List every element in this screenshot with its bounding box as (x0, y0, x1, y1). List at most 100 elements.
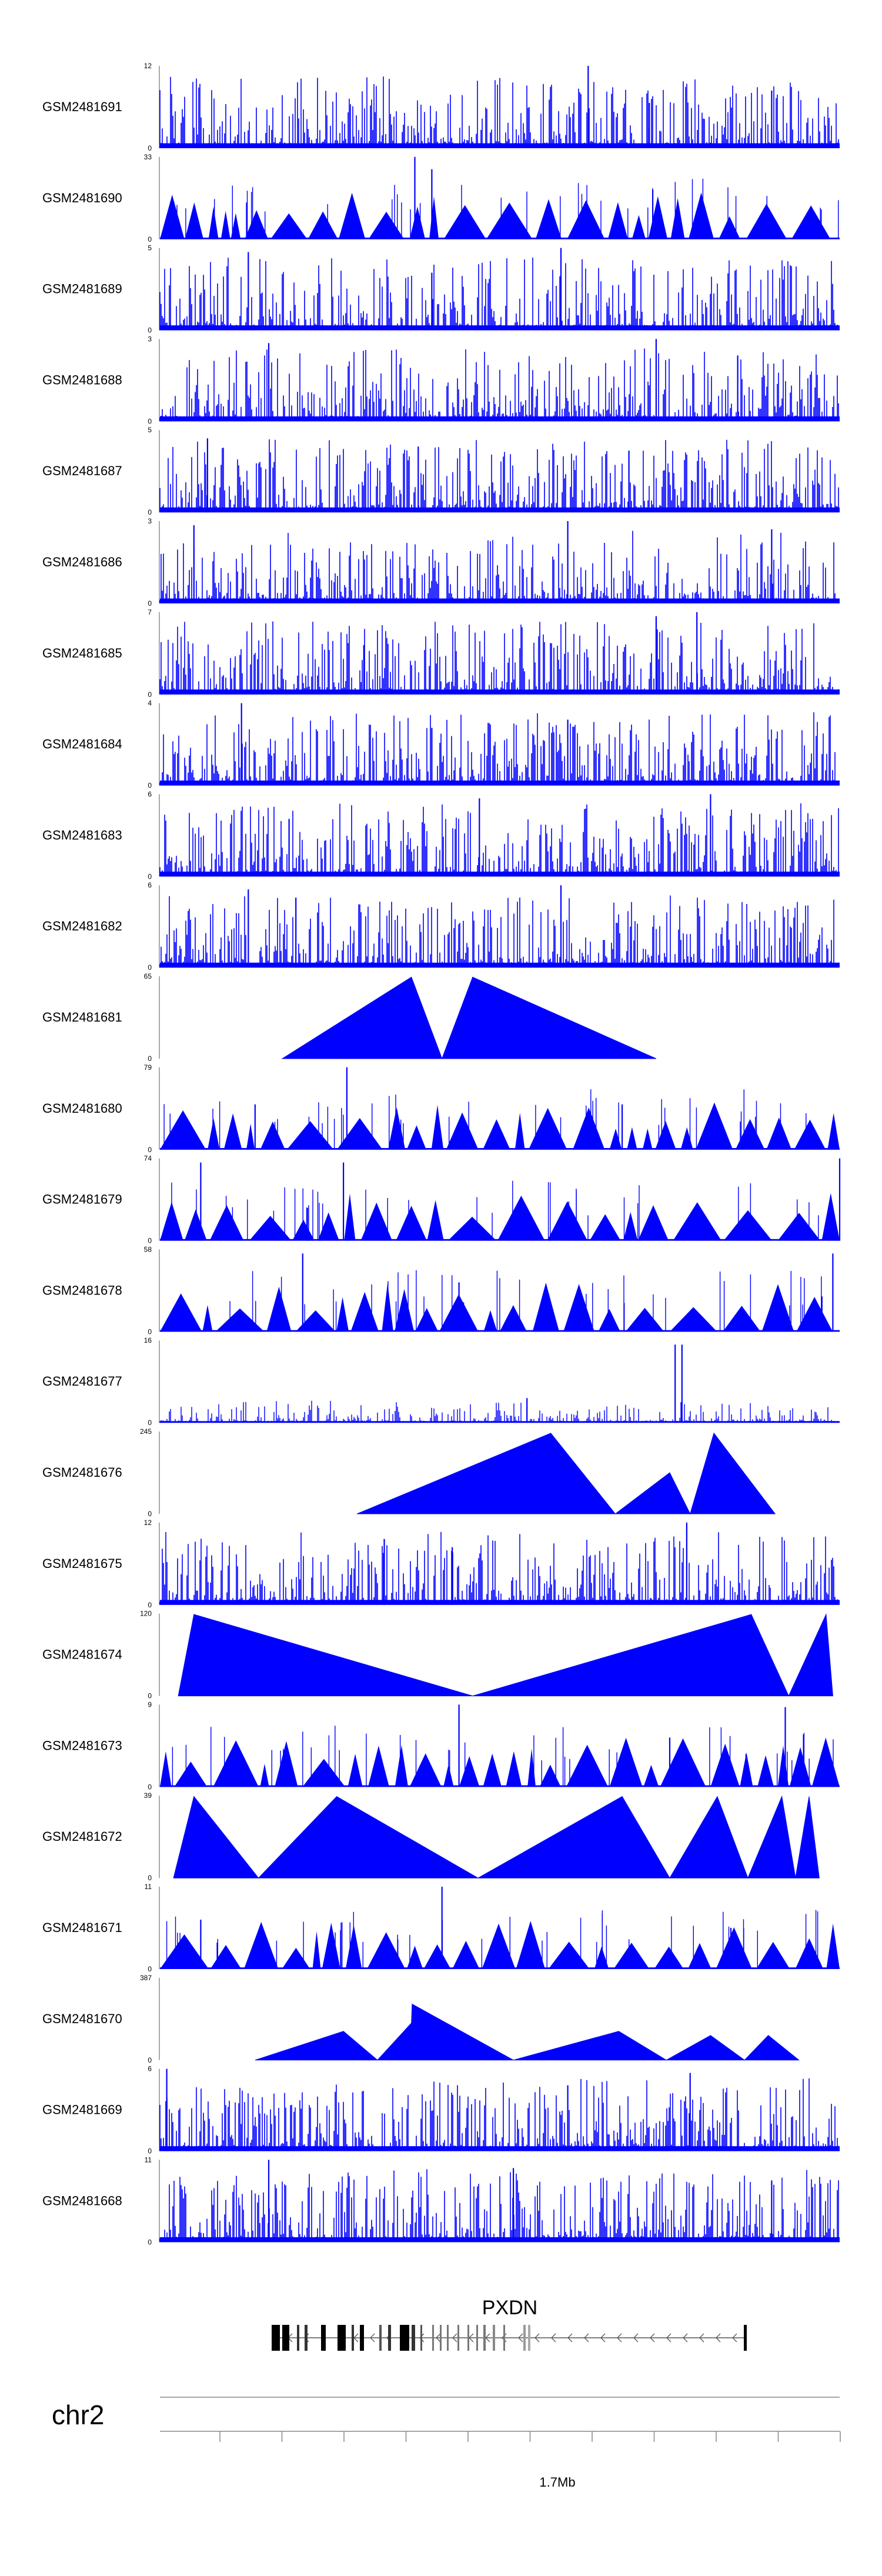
track-label: GSM2481689 (42, 282, 122, 296)
coverage-area (281, 976, 657, 1060)
gene-exon (528, 2325, 530, 2351)
strand-chevron (436, 2333, 441, 2343)
y-min-label: 0 (148, 1601, 152, 1609)
y-max-label: 12 (144, 62, 152, 70)
gene-exon (476, 2325, 478, 2351)
coverage-bars (159, 530, 839, 603)
track-label: GSM2481688 (42, 372, 122, 387)
track-GSM2481687: GSM2481687 5 0 (42, 426, 840, 516)
track-GSM2481676: GSM2481676 245 0 (42, 1427, 776, 1518)
gene-exon (457, 2325, 459, 2351)
gene-exon (338, 2325, 346, 2351)
coverage-spikes (229, 1270, 823, 1332)
y-min-label: 0 (148, 1692, 152, 1700)
y-min-label: 0 (148, 1237, 152, 1245)
coverage-triangles (160, 1737, 840, 1787)
track-GSM2481669: GSM2481669 6 0 (42, 2065, 840, 2155)
track-GSM2481688: GSM2481688 3 0 (42, 335, 840, 425)
track-GSM2481670: GSM2481670 387 0 (42, 1974, 800, 2064)
track-GSM2481684: GSM2481684 4 0 (42, 699, 840, 790)
strand-chevron (534, 2333, 540, 2343)
coverage-spikes (172, 1726, 834, 1787)
y-min-label: 0 (148, 2056, 152, 2064)
track-label: GSM2481669 (42, 2103, 122, 2117)
gene-exon (272, 2325, 280, 2351)
y-min-label: 0 (148, 599, 152, 608)
coverage-spikes (176, 178, 839, 239)
y-max-label: 5 (148, 426, 152, 434)
y-max-label: 16 (144, 1336, 152, 1344)
track-GSM2481673: GSM2481673 9 0 (42, 1700, 840, 1791)
coverage-bars (159, 348, 839, 422)
gene-model (272, 2325, 747, 2351)
track-GSM2481675: GSM2481675 12 0 (42, 1519, 840, 1609)
gene-exon (447, 2325, 449, 2351)
chromosome-label: chr2 (52, 2400, 104, 2430)
coverage-area (255, 2003, 800, 2061)
y-min-label: 0 (148, 1146, 152, 1154)
y-min-label: 0 (148, 1874, 152, 1882)
y-min-label: 0 (148, 1965, 152, 1973)
strand-chevron (732, 2333, 737, 2343)
y-max-label: 6 (148, 790, 152, 798)
y-min-label: 0 (148, 2147, 152, 2155)
track-label: GSM2481677 (42, 1374, 122, 1389)
y-max-label: 33 (144, 153, 152, 161)
track-label: GSM2481683 (42, 827, 122, 842)
gene-exon (282, 2325, 289, 2351)
y-max-label: 6 (148, 881, 152, 889)
track-GSM2481689: GSM2481689 5 0 (42, 244, 840, 335)
track-label: GSM2481668 (42, 2193, 122, 2208)
coverage-spikes (171, 1180, 819, 1241)
gene-exon (493, 2325, 495, 2351)
strand-chevron (666, 2333, 671, 2343)
gene-exon (360, 2325, 364, 2351)
strand-chevron (419, 2333, 425, 2343)
strand-chevron (683, 2333, 688, 2343)
coverage-bars (159, 439, 839, 513)
gene-exon (321, 2325, 326, 2351)
y-max-label: 11 (145, 1883, 152, 1891)
strand-chevron (370, 2333, 375, 2343)
y-min-label: 0 (148, 872, 152, 880)
y-max-label: 3 (148, 517, 152, 525)
track-label: GSM2481684 (42, 737, 122, 752)
strand-chevron (518, 2333, 523, 2343)
track-label: GSM2481675 (42, 1556, 122, 1571)
gene-exon (523, 2325, 526, 2351)
track-GSM2481672: GSM2481672 39 0 (42, 1791, 820, 1882)
track-GSM2481677: GSM2481677 16 0 (42, 1336, 840, 1427)
gene-exon (432, 2325, 434, 2351)
y-max-label: 387 (140, 1974, 152, 1982)
y-min-label: 0 (148, 1327, 152, 1336)
y-max-label: 79 (144, 1063, 152, 1072)
y-min-label: 0 (148, 782, 152, 790)
coverage-triangles (160, 1282, 833, 1332)
track-label: GSM2481670 (42, 2011, 122, 2026)
track-label: GSM2481676 (42, 1465, 122, 1480)
coverage-triangles (160, 1102, 840, 1150)
coverage-triangles (160, 1921, 840, 1969)
track-label: GSM2481690 (42, 191, 122, 205)
strand-chevron (551, 2333, 556, 2343)
y-max-label: 9 (148, 1700, 152, 1709)
track-GSM2481671: GSM2481671 11 0 (42, 1883, 840, 1973)
coverage-area (173, 1795, 820, 1879)
y-min-label: 0 (148, 1510, 152, 1518)
coverage-spikes (166, 1910, 833, 1969)
y-max-label: 245 (140, 1427, 152, 1436)
coverage-triangles (160, 192, 831, 239)
track-label: GSM2481678 (42, 1283, 122, 1297)
gene-exon (352, 2325, 354, 2351)
track-GSM2481685: GSM2481685 7 0 (42, 608, 840, 699)
y-max-label: 74 (144, 1154, 152, 1163)
y-min-label: 0 (148, 508, 152, 516)
y-min-label: 0 (148, 1783, 152, 1791)
chromosome-axis: chr2 1.7Mb (52, 2397, 841, 2490)
gene-exon (412, 2325, 415, 2351)
track-label: GSM2481680 (42, 1101, 122, 1116)
strand-chevron (699, 2333, 704, 2343)
y-max-label: 6 (148, 2065, 152, 2073)
strand-chevron (452, 2333, 457, 2343)
gene-exon (379, 2325, 382, 2351)
